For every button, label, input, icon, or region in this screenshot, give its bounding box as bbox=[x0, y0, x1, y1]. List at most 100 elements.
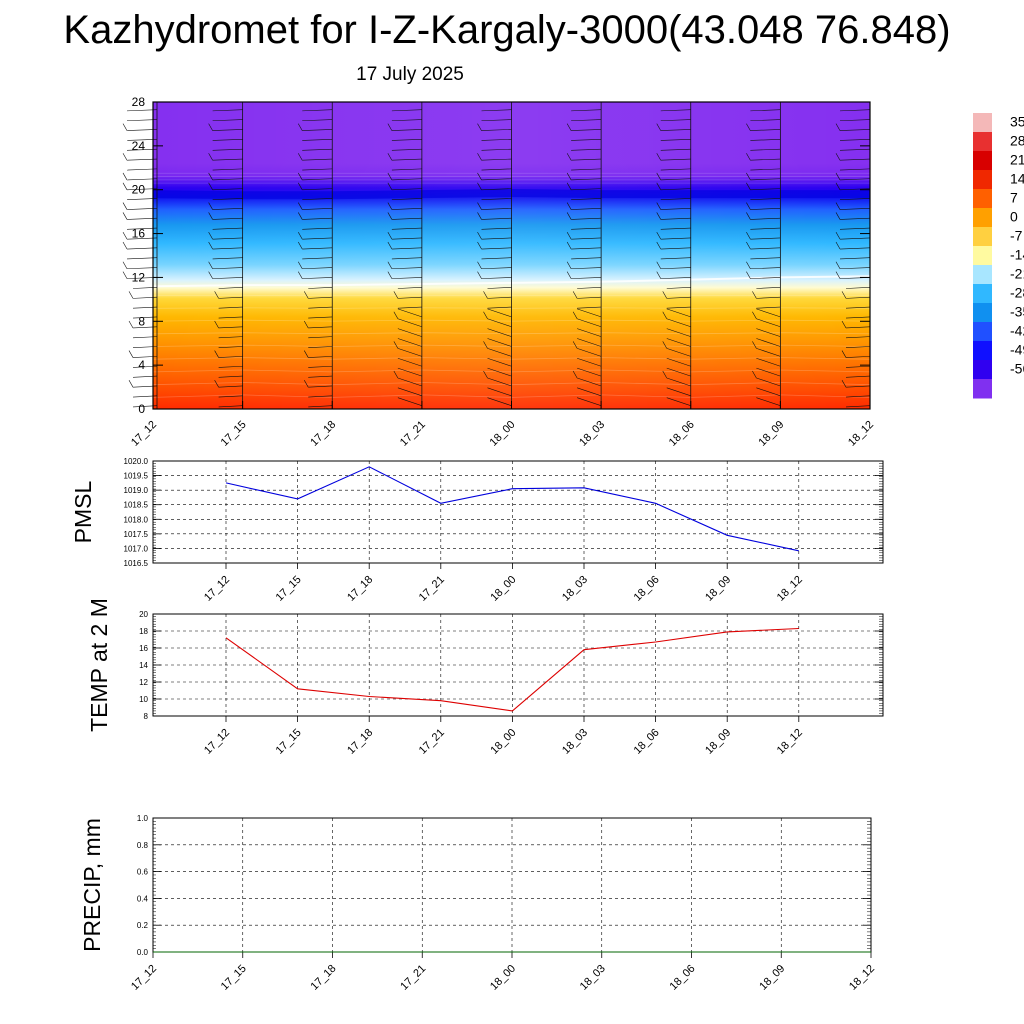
wind-barb bbox=[845, 356, 871, 358]
wind-barb-flag bbox=[208, 271, 213, 279]
pmsl-x-tick-label: 18_00 bbox=[488, 574, 518, 604]
wind-barb bbox=[577, 328, 602, 337]
wind-barb bbox=[212, 257, 243, 260]
wind-barb bbox=[308, 336, 333, 339]
wind-barb bbox=[308, 306, 333, 309]
colorbar-swatch bbox=[973, 132, 992, 152]
wind-barb bbox=[218, 375, 243, 378]
precip-x-tick-label: 17_12 bbox=[129, 963, 159, 993]
wind-barb bbox=[302, 208, 333, 210]
wind-barb bbox=[481, 129, 512, 131]
wind-barb-flag bbox=[746, 261, 751, 269]
wind-barb bbox=[660, 188, 691, 191]
wind-barb bbox=[481, 148, 512, 151]
pmsl-x-tick-label: 17_15 bbox=[274, 574, 304, 604]
wind-barb bbox=[397, 348, 422, 357]
wind-barb bbox=[481, 237, 512, 240]
wind-barb bbox=[212, 247, 243, 250]
wind-barb bbox=[487, 328, 512, 337]
wind-barb bbox=[481, 168, 512, 171]
colorbar-label: 28 bbox=[1010, 133, 1024, 149]
wind-barb bbox=[750, 119, 781, 122]
wind-barb bbox=[212, 129, 243, 131]
wind-barb bbox=[218, 405, 243, 408]
wind-barb bbox=[391, 198, 422, 200]
wind-barb bbox=[839, 198, 871, 200]
wind-barb-flag bbox=[752, 291, 757, 299]
wind-barb-flag bbox=[835, 271, 841, 279]
wind-barb bbox=[212, 237, 243, 240]
wind-barb bbox=[391, 208, 422, 210]
wind-barb bbox=[839, 227, 871, 230]
wind-barb-flag bbox=[208, 202, 213, 210]
wind-barb bbox=[487, 296, 512, 299]
wind-barb bbox=[577, 306, 602, 309]
temp-2m-y-tick-label: 16 bbox=[139, 644, 148, 653]
wind-barb-flag bbox=[566, 153, 572, 161]
wind-barb bbox=[481, 198, 512, 200]
wind-barb-flag bbox=[297, 172, 303, 181]
wind-barb-flag bbox=[387, 172, 393, 181]
colorbar-swatch bbox=[973, 379, 992, 399]
wind-barb bbox=[660, 208, 691, 210]
colorbar-swatch bbox=[973, 227, 992, 247]
pmsl-y-tick-label: 1019.5 bbox=[124, 472, 149, 481]
y-tick-label: 8 bbox=[138, 314, 145, 328]
wind-barb bbox=[756, 286, 781, 289]
wind-barb bbox=[218, 365, 243, 368]
wind-barb bbox=[666, 377, 691, 387]
wind-barb bbox=[391, 168, 422, 171]
precip-y-tick-label: 0.0 bbox=[137, 948, 149, 957]
wind-barb bbox=[391, 138, 422, 141]
pmsl-y-tick-label: 1017.5 bbox=[124, 530, 149, 539]
precip-x-tick-label: 17_15 bbox=[219, 963, 249, 993]
colorbar-swatch bbox=[973, 208, 992, 228]
wind-barb bbox=[126, 277, 158, 279]
colorbar-label: 35 bbox=[1010, 114, 1024, 130]
wind-barb bbox=[577, 377, 602, 387]
wind-barb bbox=[126, 158, 158, 161]
temp-2m-x-tick-label: 17_21 bbox=[417, 727, 447, 757]
wind-barb-flag bbox=[841, 380, 847, 388]
wind-barb bbox=[308, 296, 333, 299]
wind-barb bbox=[571, 257, 602, 260]
wind-barb-flag bbox=[841, 291, 847, 299]
wind-barb bbox=[845, 346, 871, 349]
wind-barb bbox=[666, 357, 691, 367]
wind-barb bbox=[660, 237, 691, 240]
wind-barb bbox=[481, 119, 512, 122]
wind-barb bbox=[577, 296, 602, 299]
temp-2m-x-tick-label: 17_18 bbox=[345, 727, 375, 757]
wind-barb-flag bbox=[208, 212, 213, 220]
wind-barb bbox=[660, 257, 691, 260]
wind-barb bbox=[397, 338, 422, 347]
wind-barb bbox=[660, 267, 691, 270]
wind-barb bbox=[839, 217, 871, 220]
wind-barb bbox=[571, 277, 602, 279]
page-title: Kazhydromet for I-Z-Kargaly-3000(43.048 … bbox=[63, 8, 951, 52]
wind-barb bbox=[218, 326, 243, 329]
wind-barb bbox=[750, 208, 781, 210]
wind-barb bbox=[660, 138, 691, 141]
colorbar-swatch bbox=[973, 189, 992, 209]
wind-barb bbox=[126, 119, 158, 122]
wind-barb-flag bbox=[393, 291, 399, 299]
wind-barb bbox=[212, 138, 243, 141]
wind-barb-column bbox=[387, 102, 423, 409]
wind-barb bbox=[302, 109, 333, 112]
wind-barb-flag bbox=[208, 241, 213, 250]
wind-barb-flag bbox=[566, 232, 572, 240]
colorbar-swatch bbox=[973, 113, 992, 133]
wind-barb-flag bbox=[214, 291, 219, 299]
wind-barb bbox=[756, 348, 781, 357]
pmsl-x-tick-label: 17_12 bbox=[202, 574, 232, 604]
wind-barb-flag bbox=[477, 123, 482, 131]
wind-barb-flag bbox=[835, 241, 841, 250]
wind-barb bbox=[302, 247, 333, 250]
wind-barb bbox=[750, 198, 781, 200]
wind-barb-flag bbox=[483, 341, 488, 349]
temp-2m-y-tick-label: 8 bbox=[144, 712, 149, 721]
wind-barb bbox=[577, 357, 602, 367]
wind-barb bbox=[126, 247, 158, 250]
wind-barb bbox=[397, 296, 422, 299]
